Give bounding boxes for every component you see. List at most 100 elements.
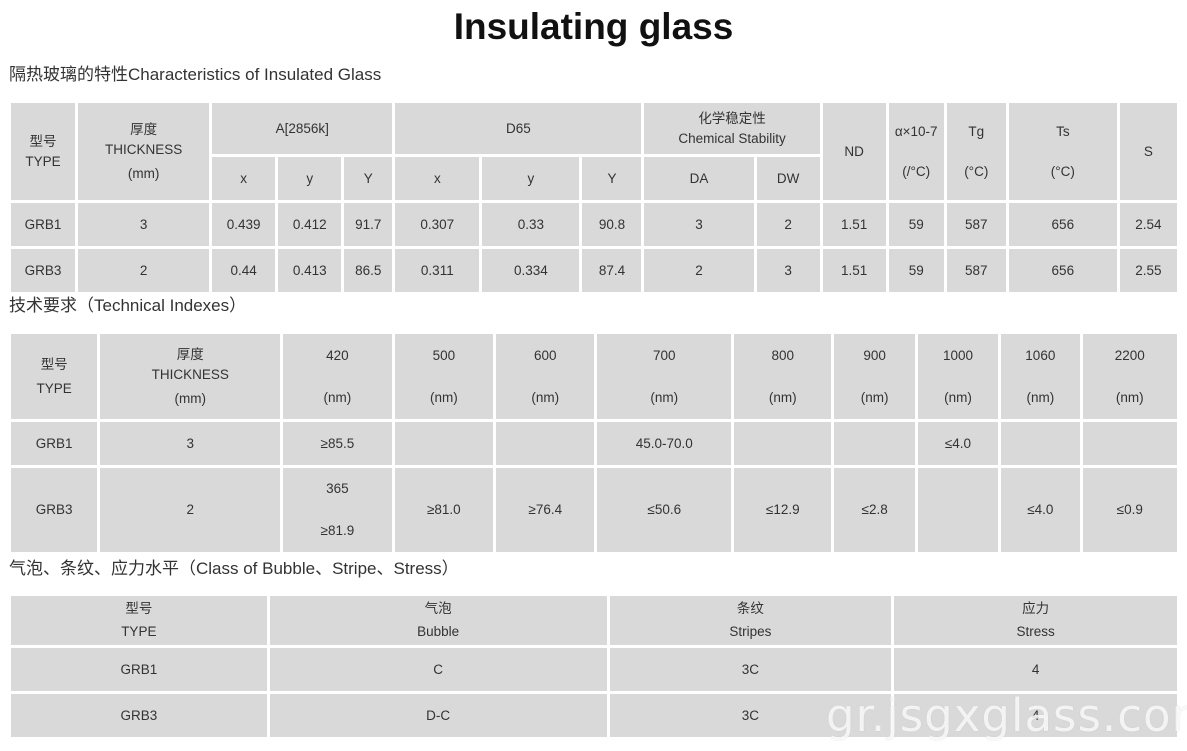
header-420nm: 420 (nm) <box>283 334 392 419</box>
cell-900nm <box>834 422 915 465</box>
cell-type: GRB3 <box>11 694 267 737</box>
header-600nm: 600 (nm) <box>496 334 595 419</box>
cell-600nm: ≥76.4 <box>496 468 595 552</box>
header-alpha: α×10-7 (/°C) <box>888 103 944 200</box>
header-row: 型号 TYPE 厚度 THICKNESS (mm) A[2856k] D65 化… <box>11 103 1177 200</box>
cell-420nm: 365 ≥81.9 <box>283 468 392 552</box>
cell-alpha: 59 <box>888 203 944 246</box>
table-row: GRB1 C 3C 4 <box>11 648 1177 691</box>
cell-a-Y: 91.7 <box>344 203 393 246</box>
quality-heading: 气泡、条纹、应力水平（Class of Bubble、Stripe、Stress… <box>9 559 459 578</box>
header-500nm: 500 (nm) <box>394 334 494 419</box>
subheader-row: x y Y x y Y DA DW <box>11 157 1177 200</box>
table-row: GRB3 2 0.44 0.413 86.5 0.311 0.334 87.4 … <box>11 249 1177 292</box>
cell-1000nm: ≤4.0 <box>917 422 999 465</box>
cell-bubble: C <box>269 648 607 691</box>
table-row: GRB3 D-C 3C 4 <box>11 694 1177 737</box>
cell-stress: 4 <box>894 694 1177 737</box>
header-d-Y: Y <box>582 157 642 200</box>
cell-a-y: 0.413 <box>278 249 342 292</box>
header-ts: Ts (°C) <box>1008 103 1117 200</box>
header-s: S <box>1119 103 1177 200</box>
cell-500nm <box>394 422 494 465</box>
cell-d-Y: 90.8 <box>582 203 642 246</box>
cell-alpha: 59 <box>888 249 944 292</box>
cell-s: 2.54 <box>1119 203 1177 246</box>
cell-type: GRB3 <box>11 468 98 552</box>
cell-stress: 4 <box>894 648 1177 691</box>
cell-thickness: 2 <box>78 249 210 292</box>
header-a-x: x <box>212 157 276 200</box>
cell-800nm <box>734 422 832 465</box>
technical-indexes-table: 型号 TYPE 厚度 THICKNESS (mm) 420 (nm) 500 (nm… <box>8 331 1180 555</box>
header-d65: D65 <box>395 103 642 154</box>
header-chemical-stability: 化学稳定性 Chemical Stability <box>644 103 820 154</box>
header-type: 型号 TYPE <box>11 103 76 200</box>
cell-420nm: ≥85.5 <box>283 422 392 465</box>
cell-bubble: D-C <box>269 694 607 737</box>
cell-thickness: 3 <box>100 422 281 465</box>
cell-1060nm <box>1001 422 1080 465</box>
technical-heading: 技术要求（Technical Indexes） <box>9 296 247 315</box>
cell-type: GRB1 <box>11 203 76 246</box>
cell-700nm: 45.0-70.0 <box>597 422 732 465</box>
header-stress: 应力 Stress <box>894 596 1177 645</box>
cell-ts: 656 <box>1008 203 1117 246</box>
header-stripes: 条纹 Stripes <box>609 596 892 645</box>
cell-d-x: 0.311 <box>395 249 480 292</box>
header-bubble: 气泡 Bubble <box>269 596 607 645</box>
header-a-y: y <box>278 157 342 200</box>
cell-a-x: 0.439 <box>212 203 276 246</box>
header-a2856k: A[2856k] <box>212 103 393 154</box>
header-type: 型号 TYPE <box>11 334 98 419</box>
cell-ts: 656 <box>1008 249 1117 292</box>
header-1000nm: 1000 (nm) <box>917 334 999 419</box>
header-type: 型号 TYPE <box>11 596 267 645</box>
cell-800nm: ≤12.9 <box>734 468 832 552</box>
cell-stripes: 3C <box>609 694 892 737</box>
header-row: 型号 TYPE 厚度 THICKNESS (mm) 420 (nm) 500 (nm… <box>11 334 1177 419</box>
cell-type: GRB1 <box>11 422 98 465</box>
cell-d-y: 0.33 <box>482 203 580 246</box>
characteristics-heading: 隔热玻璃的特性Characteristics of Insulated Glas… <box>9 65 382 84</box>
header-800nm: 800 (nm) <box>734 334 832 419</box>
cell-nd: 1.51 <box>822 203 886 246</box>
table-row: GRB1 3 0.439 0.412 91.7 0.307 0.33 90.8 … <box>11 203 1177 246</box>
cell-tg: 587 <box>946 249 1006 292</box>
cell-nd: 1.51 <box>822 249 886 292</box>
cell-600nm <box>496 422 595 465</box>
cell-2200nm <box>1082 422 1177 465</box>
cell-a-x: 0.44 <box>212 249 276 292</box>
cell-d-x: 0.307 <box>395 203 480 246</box>
characteristics-table: 型号 TYPE 厚度 THICKNESS (mm) A[2856k] D65 化… <box>8 100 1180 295</box>
header-nd: ND <box>822 103 886 200</box>
cell-1060nm: ≤4.0 <box>1001 468 1080 552</box>
cell-a-y: 0.412 <box>278 203 342 246</box>
header-a-Y: Y <box>344 157 393 200</box>
cell-s: 2.55 <box>1119 249 1177 292</box>
cell-da: 3 <box>644 203 754 246</box>
cell-da: 2 <box>644 249 754 292</box>
cell-900nm: ≤2.8 <box>834 468 915 552</box>
cell-700nm: ≤50.6 <box>597 468 732 552</box>
cell-type: GRB3 <box>11 249 76 292</box>
cell-type: GRB1 <box>11 648 267 691</box>
table-row: GRB3 2 365 ≥81.9 ≥81.0 ≥76.4 ≤50.6 ≤12.9… <box>11 468 1177 552</box>
cell-d-y: 0.334 <box>482 249 580 292</box>
page-title: Insulating glass <box>453 6 734 47</box>
cell-thickness: 3 <box>78 203 210 246</box>
header-da: DA <box>644 157 754 200</box>
header-900nm: 900 (nm) <box>834 334 915 419</box>
cell-stripes: 3C <box>609 648 892 691</box>
header-700nm: 700 (nm) <box>597 334 732 419</box>
header-thickness: 厚度 THICKNESS (mm) <box>100 334 281 419</box>
cell-500nm: ≥81.0 <box>394 468 494 552</box>
header-tg: Tg (°C) <box>946 103 1006 200</box>
cell-d-Y: 87.4 <box>582 249 642 292</box>
header-1060nm: 1060 (nm) <box>1001 334 1080 419</box>
header-thickness: 厚度 THICKNESS (mm) <box>78 103 210 200</box>
cell-dw: 3 <box>756 249 820 292</box>
cell-tg: 587 <box>946 203 1006 246</box>
cell-1000nm <box>917 468 999 552</box>
header-d-y: y <box>482 157 580 200</box>
